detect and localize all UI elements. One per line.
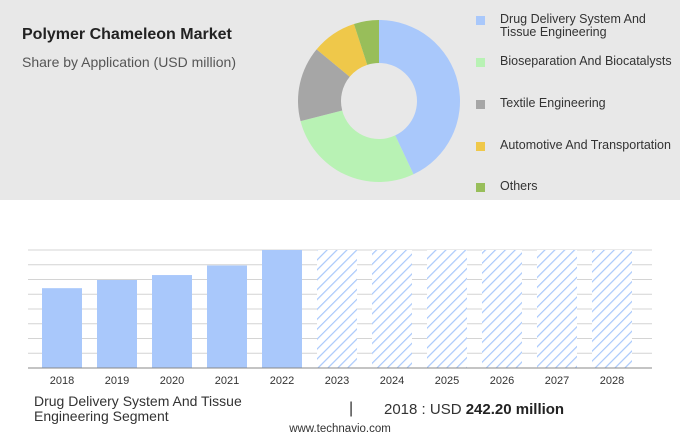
bar-2021 — [207, 265, 247, 368]
chart-title: Polymer Chameleon Market — [22, 26, 232, 43]
legend-swatch — [476, 58, 485, 67]
value-label: 242.20 million — [465, 401, 565, 418]
bar-2024 — [372, 250, 412, 368]
tick-label-2025: 2025 — [435, 375, 459, 387]
tick-label-2026: 2026 — [490, 375, 514, 387]
legend-swatch — [476, 100, 485, 109]
bar-chart: 2018 2019 2020 2021 2022 2023 2024 2025 2026 2027… — [28, 249, 652, 387]
bar-2018 — [42, 288, 82, 368]
legend-label: Textile Engineering — [500, 96, 606, 110]
bar-2019 — [97, 279, 137, 368]
footer-divider: | — [349, 400, 354, 417]
tick-label-2023: 2023 — [325, 375, 349, 387]
legend-swatch — [476, 142, 485, 151]
bar-2022 — [262, 250, 302, 368]
legend-label: Drug Delivery System And Tissue Engineer… — [500, 12, 646, 39]
year-label: 2018 : USD — [384, 401, 462, 418]
bar-2026 — [482, 250, 522, 368]
donut-slice-1 — [300, 110, 414, 182]
tick-label-2024: 2024 — [380, 375, 404, 387]
bar-2025 — [427, 250, 467, 368]
bar-2020 — [152, 275, 192, 368]
bar-2028 — [592, 250, 632, 368]
legend-swatch — [476, 16, 485, 25]
legend-label: Others — [500, 179, 538, 193]
donut-slice-2 — [298, 49, 350, 122]
tick-label-2021: 2021 — [215, 375, 239, 387]
tick-label-2022: 2022 — [270, 375, 294, 387]
source-link[interactable]: www.technavio.com — [289, 423, 391, 435]
donut-chart — [298, 20, 460, 182]
donut-slice-4 — [353, 20, 379, 65]
legend-label: Automotive And Transportation — [500, 138, 671, 152]
donut-slice-3 — [316, 23, 368, 77]
segment-value: 2018 : USD 242.20 million — [384, 401, 564, 418]
segment-label: Drug Delivery System And Tissue Engineer… — [34, 393, 242, 424]
chart-subtitle: Share by Application (USD million) — [22, 54, 236, 70]
legend-swatch — [476, 183, 485, 192]
donut-slice-0 — [379, 20, 460, 175]
bar-2023 — [317, 250, 357, 368]
legend-label: Bioseparation And Biocatalysts — [500, 54, 672, 68]
bar-2027 — [537, 250, 577, 368]
tick-label-2019: 2019 — [105, 375, 129, 387]
tick-label-2018: 2018 — [50, 375, 74, 387]
tick-label-2020: 2020 — [160, 375, 184, 387]
tick-label-2027: 2027 — [545, 375, 569, 387]
tick-label-2028: 2028 — [600, 375, 624, 387]
